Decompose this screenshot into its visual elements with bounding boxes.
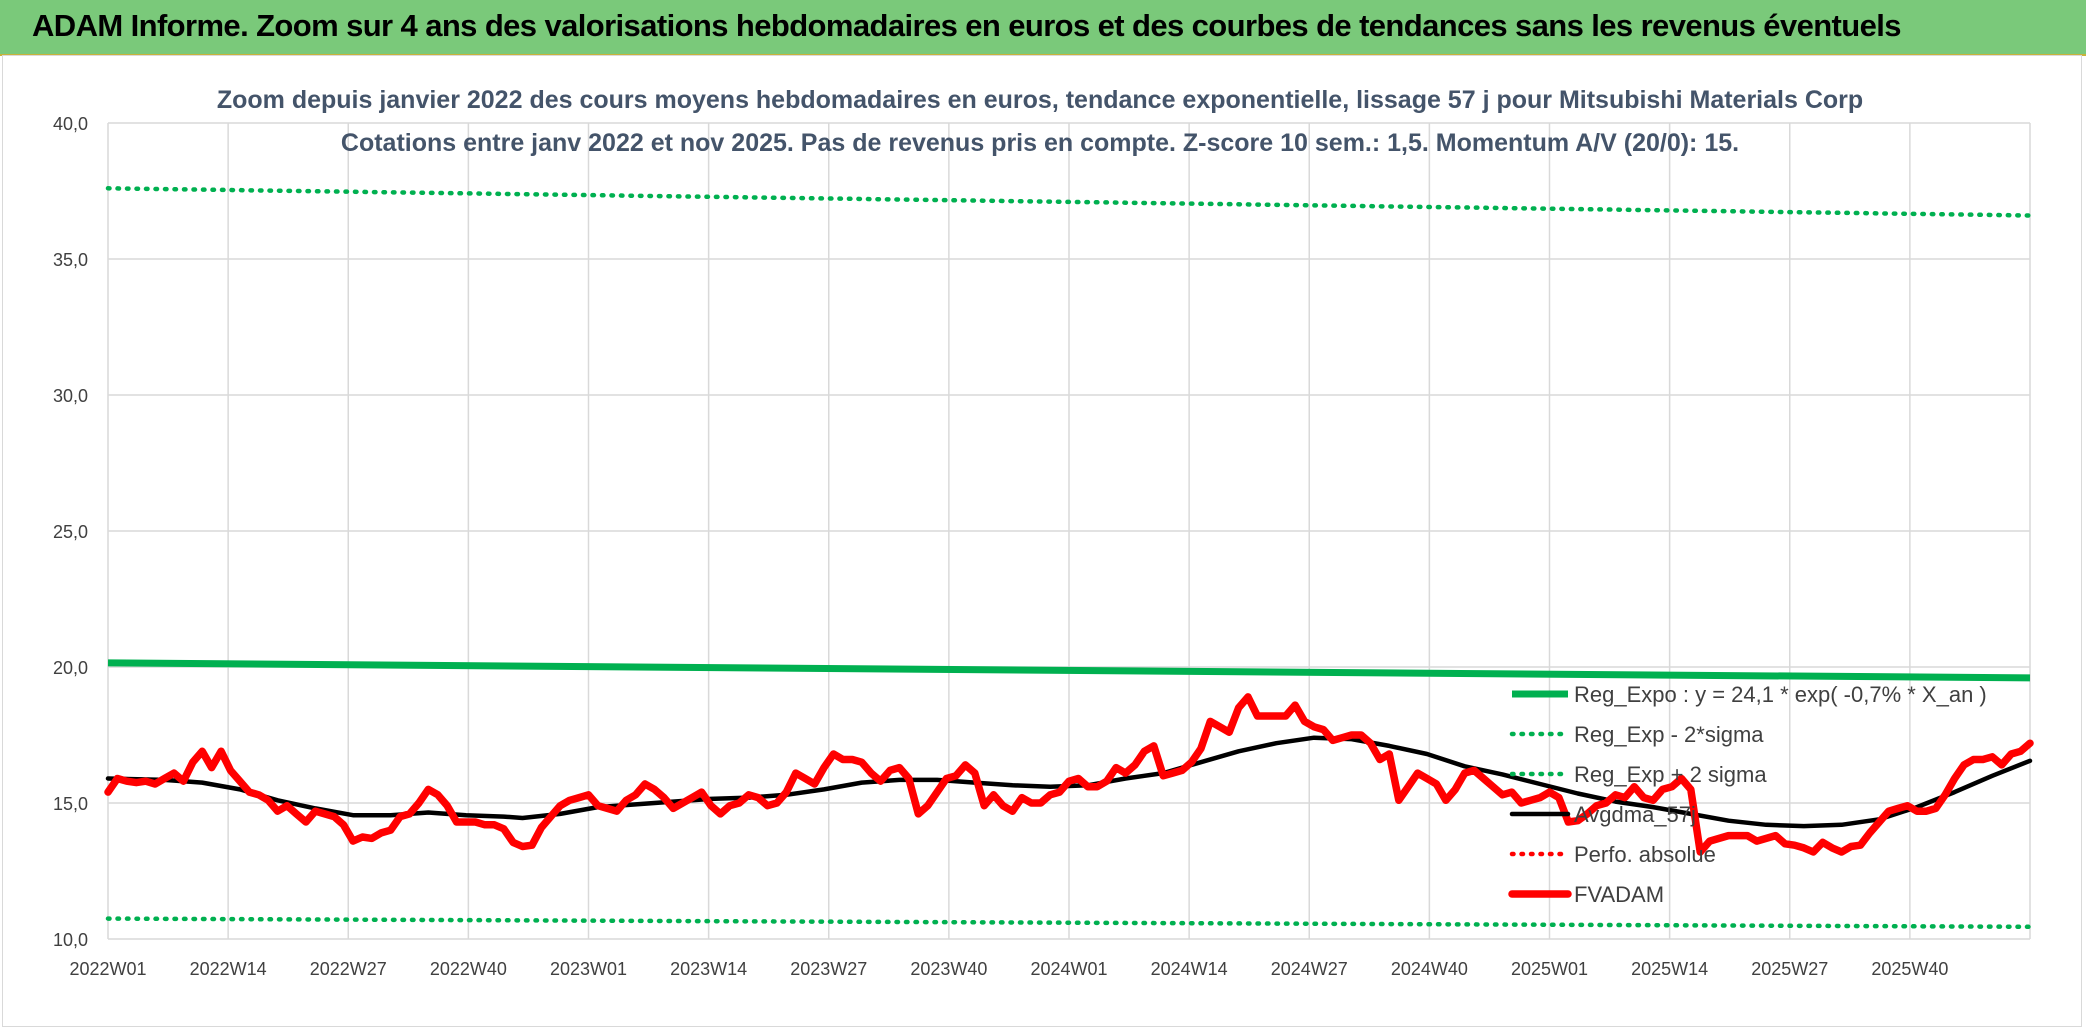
y-axis-ticks: 10,0 15,0 20,0 25,0 30,0 35,0 40,0 (53, 114, 88, 950)
chart-frame (2, 55, 2082, 1027)
series-line-0 (107, 659, 2031, 682)
y-tick-label: 40,0 (53, 114, 88, 134)
x-tick-label: 2022W01 (69, 959, 146, 979)
y-tick-label: 10,0 (53, 930, 88, 950)
x-tick-label: 2022W40 (430, 959, 507, 979)
x-tick-label: 2022W14 (190, 959, 267, 979)
legend-label-5: FVADAM (1574, 882, 1664, 907)
x-axis-ticks: 2022W01 2022W14 2022W27 2022W40 2023W01 2023W… (69, 959, 1948, 979)
x-tick-label: 2023W27 (790, 959, 867, 979)
y-tick-label: 30,0 (53, 386, 88, 406)
y-tick-label: 35,0 (53, 250, 88, 270)
x-tick-label: 2024W14 (1151, 959, 1228, 979)
chart-subtitle: Cotations entre janv 2022 et nov 2025. P… (341, 129, 1739, 157)
x-tick-label: 2022W27 (310, 959, 387, 979)
x-tick-label: 2023W14 (670, 959, 747, 979)
x-tick-label: 2025W14 (1631, 959, 1708, 979)
legend-label-0: Reg_Expo : y = 24,1 * exp( -0,7% * X_an … (1574, 682, 1987, 707)
chart-legend: Reg_Expo : y = 24,1 * exp( -0,7% * X_an … (1508, 682, 1987, 907)
legend-label-3: Avgdma_57j (1574, 802, 1696, 827)
legend-label-4: Perfo. absolue (1574, 842, 1716, 867)
x-tick-label: 2023W40 (910, 959, 987, 979)
x-tick-label: 2024W27 (1271, 959, 1348, 979)
series-line-5 (104, 693, 2034, 856)
report-banner-title: ADAM Informe. Zoom sur 4 ans des valoris… (32, 8, 1902, 43)
legend-label-2: Reg_Exp + 2 sigma (1574, 762, 1767, 787)
y-tick-label: 25,0 (53, 522, 88, 542)
series-line-2 (105, 186, 2033, 218)
legend-label-1: Reg_Exp - 2*sigma (1574, 722, 1764, 747)
y-tick-label: 20,0 (53, 658, 88, 678)
x-tick-label: 2023W01 (550, 959, 627, 979)
x-tick-label: 2024W40 (1391, 959, 1468, 979)
y-tick-label: 15,0 (53, 794, 88, 814)
series-lines (104, 186, 2034, 930)
report-banner: ADAM Informe. Zoom sur 4 ans des valoris… (0, 0, 2086, 56)
series-line-1 (105, 916, 2033, 930)
x-tick-label: 2025W01 (1511, 959, 1588, 979)
x-tick-label: 2025W27 (1751, 959, 1828, 979)
x-tick-label: 2025W40 (1871, 959, 1948, 979)
x-tick-label: 2024W01 (1030, 959, 1107, 979)
chart-title: Zoom depuis janvier 2022 des cours moyen… (217, 86, 1863, 114)
